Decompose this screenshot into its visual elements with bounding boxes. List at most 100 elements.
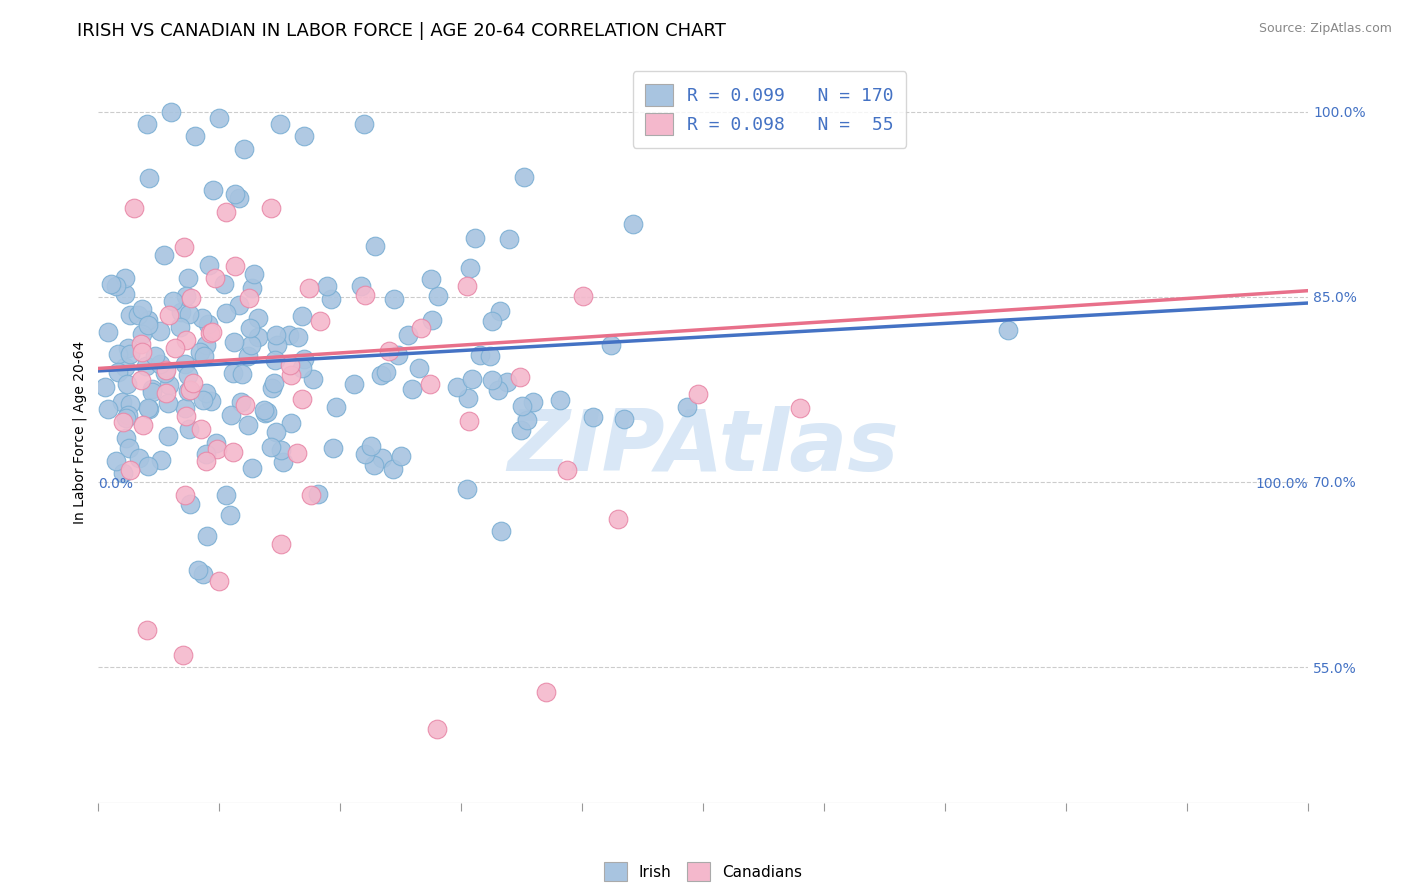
Canadians <box>457 414 479 428</box>
Irish <box>138 170 160 185</box>
Irish <box>179 497 201 511</box>
Irish <box>291 360 314 375</box>
Canadians <box>607 512 630 526</box>
Irish <box>200 393 222 408</box>
Irish <box>481 314 503 328</box>
Canadians <box>419 377 441 392</box>
Canadians <box>353 287 375 301</box>
Irish <box>138 402 160 417</box>
Canadians <box>534 685 557 699</box>
Irish <box>316 278 339 293</box>
Irish <box>120 308 142 322</box>
Canadians <box>215 204 238 219</box>
Irish <box>322 441 344 455</box>
Canadians <box>129 337 152 351</box>
Irish <box>94 380 117 394</box>
Canadians <box>224 259 246 273</box>
Irish <box>152 248 174 262</box>
Irish <box>136 313 159 327</box>
Irish <box>427 289 450 303</box>
Irish <box>197 317 219 331</box>
Canadians <box>155 363 177 377</box>
Canadians <box>280 358 302 372</box>
Irish <box>292 352 315 367</box>
Irish <box>117 341 139 355</box>
Irish <box>104 279 127 293</box>
Irish <box>177 368 200 382</box>
Canadians <box>129 374 152 388</box>
Irish <box>214 488 236 502</box>
Irish <box>143 349 166 363</box>
Canadians <box>238 291 260 305</box>
Irish <box>228 190 250 204</box>
Irish <box>115 431 138 445</box>
Irish <box>381 462 404 476</box>
Canadians <box>174 333 197 347</box>
Irish <box>461 372 484 386</box>
Irish <box>177 422 200 436</box>
Irish <box>278 328 301 343</box>
Canadians <box>426 722 449 736</box>
Irish <box>131 326 153 341</box>
Irish <box>111 395 134 409</box>
Irish <box>177 271 200 285</box>
Irish <box>582 410 605 425</box>
Irish <box>516 413 538 427</box>
Canadians <box>509 369 531 384</box>
Irish <box>160 104 183 119</box>
Irish <box>107 347 129 361</box>
Irish <box>135 359 157 373</box>
Irish <box>269 117 291 131</box>
Canadians <box>111 415 134 429</box>
Canadians <box>285 446 308 460</box>
Canadians <box>131 418 153 433</box>
Irish <box>179 307 201 321</box>
Irish <box>240 460 263 475</box>
Irish <box>224 186 246 201</box>
Irish <box>287 330 309 344</box>
Irish <box>396 328 419 343</box>
Canadians <box>131 345 153 359</box>
Irish <box>114 286 136 301</box>
Irish <box>224 334 246 349</box>
Irish <box>115 377 138 392</box>
Irish <box>118 441 141 455</box>
Canadians <box>172 648 194 662</box>
Irish <box>148 357 170 371</box>
Irish <box>509 423 531 437</box>
Irish <box>246 330 269 344</box>
Irish <box>512 400 534 414</box>
Irish <box>191 567 214 582</box>
Irish <box>205 436 228 450</box>
Canadians <box>135 623 157 637</box>
Text: 100.0%: 100.0% <box>1256 477 1308 491</box>
Irish <box>212 277 235 292</box>
Irish <box>360 438 382 452</box>
Canadians <box>198 326 221 340</box>
Irish <box>97 402 120 417</box>
Irish <box>135 117 157 131</box>
Irish <box>162 293 184 308</box>
Canadians <box>205 442 228 456</box>
Irish <box>236 418 259 433</box>
Irish <box>128 451 150 466</box>
Irish <box>420 312 443 326</box>
Irish <box>486 383 509 397</box>
Canadians <box>456 278 478 293</box>
Irish <box>260 381 283 395</box>
Irish <box>513 170 536 185</box>
Canadians <box>194 454 217 468</box>
Irish <box>97 325 120 339</box>
Irish <box>271 455 294 469</box>
Canadians <box>173 240 195 254</box>
Legend: Irish, Canadians: Irish, Canadians <box>596 855 810 888</box>
Irish <box>457 391 479 405</box>
Irish <box>193 349 215 363</box>
Irish <box>114 411 136 425</box>
Canadians <box>688 387 710 401</box>
Irish <box>222 367 245 381</box>
Irish <box>263 353 285 368</box>
Irish <box>266 337 288 351</box>
Irish <box>613 412 636 426</box>
Irish <box>375 366 398 380</box>
